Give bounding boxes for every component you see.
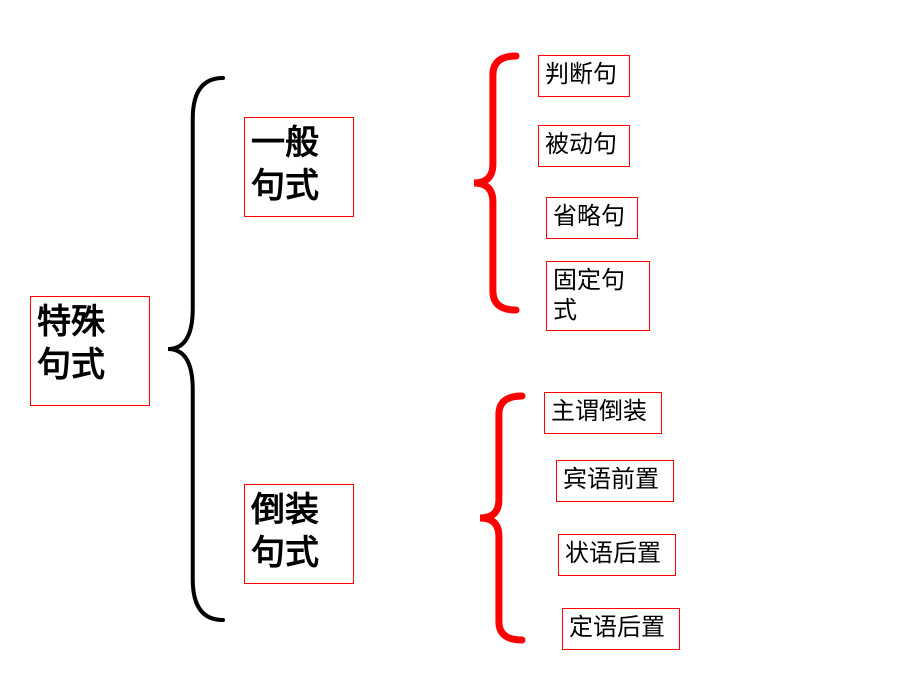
- leaf-label: 判断句: [545, 61, 617, 88]
- mid-node-inverted: 倒装 句式: [244, 484, 354, 584]
- root-node: 特殊 句式: [30, 296, 150, 406]
- leaf-label: 被动句: [545, 131, 617, 158]
- leaf-node-passive: 被动句: [538, 125, 630, 167]
- leaf-label: 宾语前置: [563, 466, 659, 493]
- mid-label-general: 一般 句式: [251, 124, 319, 205]
- leaf-label: 固定句 式: [553, 267, 625, 324]
- leaf-node-judgment: 判断句: [538, 55, 630, 97]
- mid-node-general: 一般 句式: [244, 117, 354, 217]
- root-label: 特殊 句式: [37, 303, 105, 384]
- leaf-node-fixed: 固定句 式: [546, 261, 650, 331]
- leaf-node-attrpost: 定语后置: [562, 608, 680, 650]
- leaf-node-subjpred: 主谓倒装: [544, 392, 662, 434]
- leaf-label: 状语后置: [565, 540, 661, 567]
- mid-label-inverted: 倒装 句式: [251, 491, 319, 572]
- leaf-label: 定语后置: [569, 614, 665, 641]
- leaf-label: 主谓倒装: [551, 398, 647, 425]
- leaf-node-objfront: 宾语前置: [556, 460, 674, 502]
- leaf-label: 省略句: [553, 203, 625, 230]
- leaf-node-advpost: 状语后置: [558, 534, 676, 576]
- leaf-node-ellipsis: 省略句: [546, 197, 638, 239]
